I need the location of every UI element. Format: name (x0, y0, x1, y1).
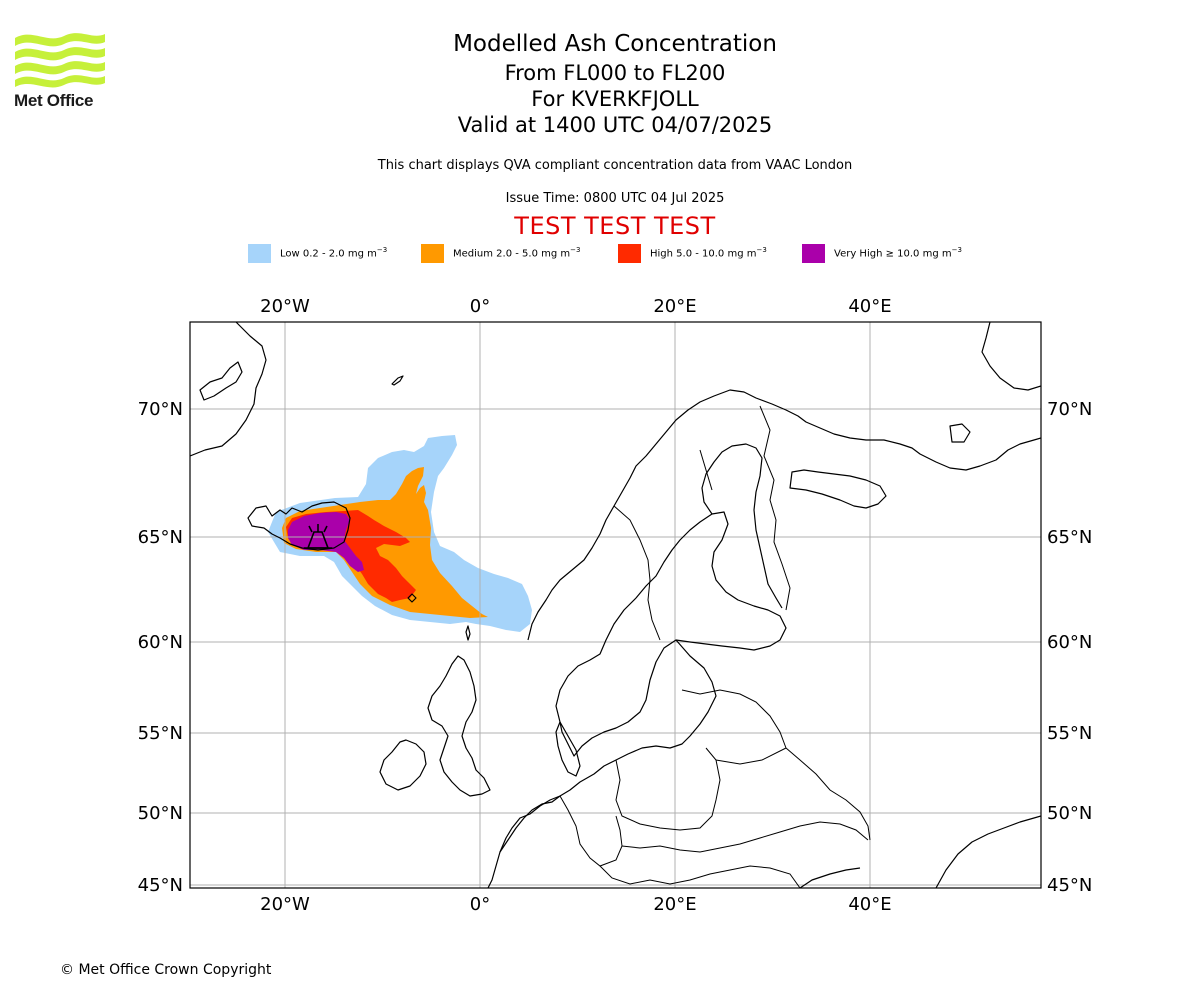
coastline-sweden-finland (555, 511, 787, 757)
coastline-caspian-black (935, 815, 1041, 888)
left-lat-label: 45°N (138, 875, 183, 896)
legend-swatch-low (248, 244, 271, 263)
right-lat-label: 45°N (1047, 875, 1092, 896)
top-lon-label: 40°E (848, 296, 891, 317)
right-lat-label: 55°N (1047, 723, 1092, 744)
coastline-denmark (555, 721, 581, 777)
legend-swatch-high (618, 244, 641, 263)
border-finland-russia (759, 405, 791, 611)
legend-label-very-high: Very High ≥ 10.0 mg m−3 (834, 246, 962, 260)
left-lat-label: 50°N (138, 803, 183, 824)
legend-swatch-very-high (802, 244, 825, 263)
map-frame (189, 321, 1042, 889)
coastline-greenland (190, 322, 267, 457)
top-lon-label: 20°W (260, 296, 310, 317)
top-lon-label: 0° (470, 296, 490, 317)
test-banner: TEST TEST TEST (514, 212, 716, 240)
right-lat-label: 60°N (1047, 632, 1092, 653)
coastline-novaya-zemlya (981, 322, 1041, 391)
coastline-iceland (247, 501, 351, 551)
border-sweden-finland (699, 449, 713, 491)
flight-level-range: From FL000 to FL200 (504, 61, 726, 85)
legend-label-medium: Medium 2.0 - 5.0 mg m−3 (453, 246, 581, 260)
border-norway-sweden (613, 505, 661, 641)
bottom-lon-label: 20°E (653, 894, 696, 915)
chart-title: Modelled Ash Concentration (453, 31, 777, 57)
right-lat-label: 70°N (1047, 399, 1092, 420)
left-lat-label: 60°N (138, 632, 183, 653)
right-lat-label: 50°N (1047, 803, 1092, 824)
chart-description: This chart displays QVA compliant concen… (377, 158, 853, 173)
coastline-shetland (465, 625, 471, 641)
coastlines (190, 322, 1041, 888)
coastline-jan-mayen (391, 375, 404, 386)
coastline-baltic (487, 639, 717, 888)
left-lat-label: 65°N (138, 527, 183, 548)
left-lat-label: 55°N (138, 723, 183, 744)
right-lat-label: 65°N (1047, 527, 1092, 548)
chart-title-block: Modelled Ash Concentration From FL000 to… (315, 28, 915, 138)
coastline-great-britain (427, 655, 491, 797)
volcano-icon (304, 524, 332, 549)
bottom-lon-label: 40°E (848, 894, 891, 915)
border-baltic-states (681, 689, 787, 749)
legend-label-high: High 5.0 - 10.0 mg m−3 (650, 246, 767, 260)
border-southern (599, 865, 801, 888)
border-central-europe (621, 821, 869, 853)
legend-swatch-medium (421, 244, 444, 263)
border-poland (615, 747, 721, 831)
coastline-kola (789, 469, 887, 509)
coastline-black-sea (799, 867, 861, 888)
left-lat-label: 70°N (138, 399, 183, 420)
legend-label-low: Low 0.2 - 2.0 mg m−3 (280, 246, 388, 260)
concentration-legend: Low 0.2 - 2.0 mg m−3 Medium 2.0 - 5.0 mg… (0, 244, 1200, 266)
border-ukraine (785, 747, 871, 841)
graticule (190, 322, 1041, 888)
met-office-logo (15, 33, 105, 88)
met-office-wordmark: Met Office (14, 91, 94, 110)
bottom-lon-label: 20°W (260, 894, 310, 915)
border-belarus (715, 747, 787, 765)
coastline-gulf-bothnia (701, 443, 783, 609)
copyright-notice: © Met Office Crown Copyright (60, 962, 272, 978)
issue-time: Issue Time: 0800 UTC 04 Jul 2025 (505, 191, 725, 206)
coastline-faroes (407, 593, 417, 603)
border-germany (559, 795, 623, 867)
bottom-lon-label: 0° (470, 894, 490, 915)
valid-time: Valid at 1400 UTC 04/07/2025 (457, 113, 773, 137)
coastline-white-sea (949, 423, 971, 443)
volcano-name: For KVERKFJOLL (531, 87, 699, 111)
coastline-greenland-inlet (199, 361, 243, 401)
country-borders (559, 405, 871, 888)
coastline-north-sea-continent (499, 795, 561, 853)
coastline-ireland (379, 739, 427, 791)
top-lon-label: 20°E (653, 296, 696, 317)
coastline-norway (527, 389, 1041, 641)
